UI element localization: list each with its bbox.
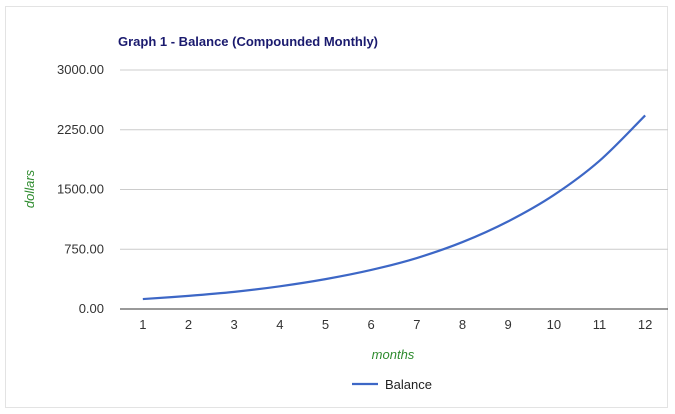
balance-series-line (142, 114, 646, 301)
x-axis-label: months (372, 347, 415, 362)
data-point[interactable] (641, 111, 649, 119)
x-tick-label: 9 (505, 317, 512, 332)
x-tick-label: 7 (413, 317, 420, 332)
y-axis-label: dollars (22, 169, 37, 208)
data-point[interactable] (230, 288, 238, 296)
chart-title: Graph 1 - Balance (Compounded Monthly) (118, 34, 378, 49)
data-point[interactable] (139, 295, 147, 303)
data-point[interactable] (367, 266, 375, 274)
x-tick-label: 10 (547, 317, 561, 332)
x-tick-label: 8 (459, 317, 466, 332)
data-point[interactable] (322, 275, 330, 283)
legend[interactable]: Balance (352, 377, 432, 392)
x-tick-label: 5 (322, 317, 329, 332)
x-tick-label: 4 (276, 317, 283, 332)
y-tick-label: 1500.00 (57, 182, 104, 197)
gridlines (120, 69, 668, 250)
y-tick-label: 3000.00 (57, 62, 104, 77)
legend-label-balance: Balance (385, 377, 432, 392)
data-point[interactable] (185, 292, 193, 300)
data-point[interactable] (550, 191, 558, 199)
x-tick-label: 3 (231, 317, 238, 332)
data-points (139, 111, 649, 303)
data-point[interactable] (413, 254, 421, 262)
data-point[interactable] (596, 157, 604, 165)
data-point[interactable] (276, 282, 284, 290)
y-tick-label: 2250.00 (57, 122, 104, 137)
x-tick-label: 6 (368, 317, 375, 332)
chart-frame (5, 6, 668, 408)
x-axis-ticks: 1 2 3 4 5 6 7 8 9 10 11 12 (139, 317, 652, 332)
data-point[interactable] (459, 238, 467, 246)
x-tick-label: 11 (593, 317, 607, 332)
x-tick-label: 12 (638, 317, 652, 332)
x-tick-label: 2 (185, 317, 192, 332)
y-tick-label: 0.00 (79, 301, 104, 316)
x-tick-label: 1 (139, 317, 146, 332)
data-point[interactable] (504, 217, 512, 225)
y-axis-ticks: 0.00 750.00 1500.00 2250.00 3000.00 (57, 62, 104, 316)
y-tick-label: 750.00 (64, 241, 104, 256)
